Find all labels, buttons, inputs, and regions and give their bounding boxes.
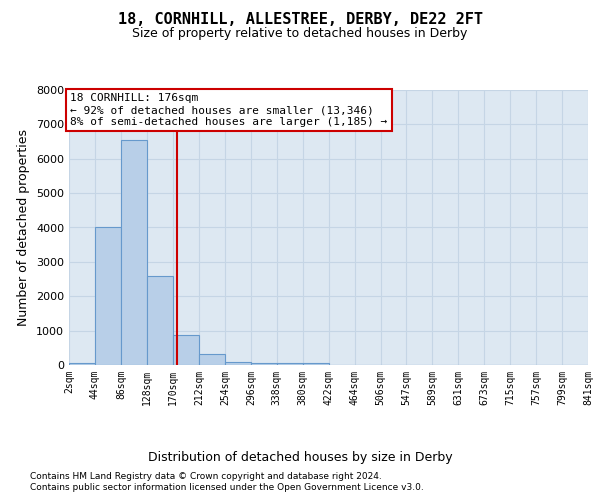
Bar	[69, 364, 95, 365]
Bar	[199, 354, 225, 365]
Bar	[225, 362, 251, 365]
Text: Size of property relative to detached houses in Derby: Size of property relative to detached ho…	[133, 28, 467, 40]
Text: Contains HM Land Registry data © Crown copyright and database right 2024.: Contains HM Land Registry data © Crown c…	[30, 472, 382, 481]
Y-axis label: Number of detached properties: Number of detached properties	[17, 129, 31, 326]
Bar	[277, 364, 303, 365]
Bar	[251, 363, 277, 365]
Bar	[173, 335, 199, 365]
Bar	[121, 140, 147, 365]
Text: 18, CORNHILL, ALLESTREE, DERBY, DE22 2FT: 18, CORNHILL, ALLESTREE, DERBY, DE22 2FT	[118, 12, 482, 28]
Bar	[147, 276, 173, 365]
Bar	[95, 228, 121, 365]
Text: 18 CORNHILL: 176sqm
← 92% of detached houses are smaller (13,346)
8% of semi-det: 18 CORNHILL: 176sqm ← 92% of detached ho…	[70, 94, 388, 126]
Text: Contains public sector information licensed under the Open Government Licence v3: Contains public sector information licen…	[30, 484, 424, 492]
Bar	[303, 364, 329, 365]
Text: Distribution of detached houses by size in Derby: Distribution of detached houses by size …	[148, 451, 452, 464]
